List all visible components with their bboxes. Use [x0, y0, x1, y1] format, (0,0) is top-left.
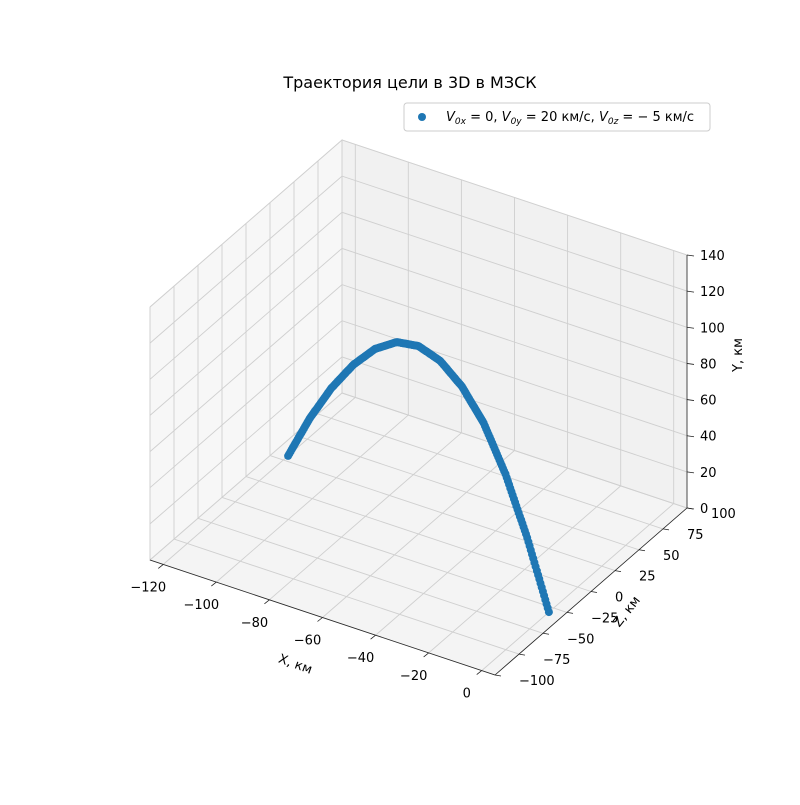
x-tick [158, 564, 164, 569]
z-tick [494, 674, 502, 677]
z-tick-label: −75 [543, 653, 570, 668]
z-tick-label: 100 [711, 507, 736, 522]
x-tick [211, 581, 217, 587]
z-tick-label: −100 [519, 674, 555, 689]
legend-sub-y: 0y [511, 117, 523, 127]
data-point [544, 608, 553, 617]
legend-v2: V [502, 110, 512, 125]
y-tick-label: 60 [700, 394, 717, 409]
gridline-y [149, 392, 688, 561]
y-tick-label: 120 [700, 285, 725, 300]
axis-panes [149, 138, 688, 676]
z-tick [662, 528, 670, 531]
gridline-y [149, 247, 688, 416]
y-tick-label: 140 [700, 249, 725, 264]
x-tick-label: −40 [347, 651, 374, 666]
legend-frame [403, 102, 711, 132]
z-tick-label: −25 [591, 611, 618, 626]
grid-lines [149, 139, 688, 676]
legend-sub-x: 0x [455, 117, 467, 127]
x-tick-label: −80 [241, 616, 268, 631]
gridline-y [149, 356, 688, 525]
x-tick [423, 652, 429, 658]
z-tick [614, 570, 622, 573]
y-tick [686, 399, 695, 401]
legend-label: V0x = 0, V0y = 20 км/с, V0z = − 5 км/с [446, 110, 694, 127]
gridline-y [149, 211, 688, 380]
gridline-y [149, 320, 688, 489]
y-tick-label: 20 [700, 466, 717, 481]
z-tick-label: 50 [663, 549, 680, 564]
x-tick [476, 670, 482, 675]
y-tick-label: 0 [700, 502, 708, 517]
z-tick [638, 549, 646, 552]
y-tick-label: 100 [700, 321, 725, 336]
legend-marker [418, 113, 426, 121]
legend-v1: V [446, 110, 456, 125]
gridline-y [149, 284, 688, 452]
z-tick [566, 611, 574, 614]
gridline-y [149, 175, 688, 344]
legend-sub-z: 0z [608, 117, 619, 127]
z-tick-label: −50 [567, 632, 594, 647]
chart-title: Траектория цели в 3D в МЗСК [282, 73, 537, 92]
y-tick [686, 326, 695, 329]
y-tick [686, 254, 695, 257]
y-tick [686, 435, 695, 438]
x-tick-label: 0 [463, 687, 471, 702]
z-tick [518, 653, 526, 656]
y-tick-label: 80 [700, 357, 717, 372]
y-tick-label: 40 [700, 430, 717, 445]
x-tick-label: −120 [130, 580, 166, 595]
z-tick [542, 632, 550, 635]
z-tick-label: 25 [639, 570, 656, 585]
x-tick-label: −60 [294, 634, 321, 649]
y-axis-label: Y, км [731, 338, 746, 373]
x-tick [370, 634, 376, 640]
axis-ticks: −120 −100 −80 −60 −40 −20 0 −100 −75 −50 −25 0 25 50 7… [130, 249, 735, 702]
y-tick [686, 290, 695, 293]
z-tick-label: 75 [687, 528, 704, 543]
legend: V0x = 0, V0y = 20 км/с, V0z = − 5 км/с [403, 102, 711, 132]
x-axis-label: X, км [276, 652, 314, 678]
x-tick-label: −100 [183, 598, 219, 613]
legend-sep3: = − 5 км/с [618, 110, 694, 125]
gridline-y [149, 139, 688, 308]
legend-sep1: = 0, [466, 110, 502, 125]
x-tick-label: −20 [400, 669, 427, 684]
y-tick [686, 363, 695, 365]
x-tick [264, 599, 270, 605]
y-tick [686, 471, 695, 474]
legend-v3: V [599, 110, 609, 125]
legend-sep2: = 20 км/с, [522, 110, 599, 125]
z-tick-label: 0 [615, 591, 623, 606]
z-tick [590, 591, 598, 593]
y-tick [686, 507, 695, 510]
x-tick [317, 617, 323, 622]
data-points [284, 338, 553, 617]
